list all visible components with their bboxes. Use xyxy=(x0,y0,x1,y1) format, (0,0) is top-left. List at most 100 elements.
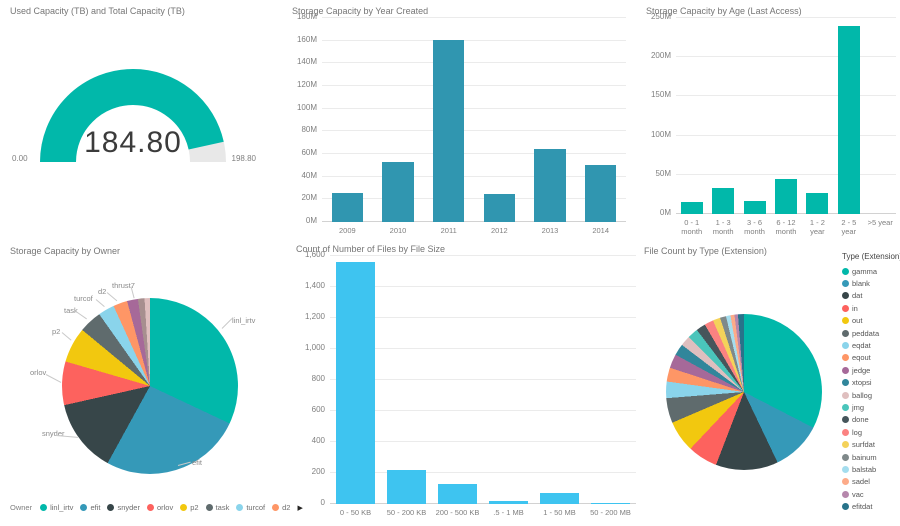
legend-dot xyxy=(842,329,849,337)
bar-200---500-KB[interactable] xyxy=(438,483,477,504)
legend-item-log[interactable]: log xyxy=(842,426,900,438)
legend-item-d2[interactable]: d2 xyxy=(272,503,290,512)
x-category-label: 50 - 200 MB xyxy=(590,508,631,517)
pie-slice-label: d2 xyxy=(98,287,107,296)
legend-item-dat[interactable]: dat xyxy=(842,290,900,302)
legend-label: ballog xyxy=(852,390,873,400)
pie-slice-label: linl_irtv xyxy=(232,316,256,325)
bar-50---200-KB[interactable] xyxy=(387,469,426,504)
bar-6---12-month[interactable] xyxy=(774,178,797,214)
file-size-bar-chart: 1,600 1,400 1,200 1,000 800 600 400 200 0 0 - 50 … xyxy=(296,251,636,520)
legend-dot xyxy=(842,403,849,411)
legend-label: d2 xyxy=(282,503,291,512)
plot-area xyxy=(322,17,626,222)
legend-item-peddata[interactable]: peddata xyxy=(842,327,900,339)
legend-item-done[interactable]: done xyxy=(842,414,900,426)
legend-label: xtopsi xyxy=(852,378,872,388)
legend-item-efit[interactable]: efit xyxy=(80,503,100,512)
gridline xyxy=(322,85,626,87)
legend-item-bainum[interactable]: bainum xyxy=(842,451,900,463)
x-category-label: 2009 xyxy=(338,226,356,235)
legend-item-in[interactable]: in xyxy=(842,302,900,314)
x-category-label: 2014 xyxy=(592,226,610,235)
legend-item-gamma[interactable]: gamma xyxy=(842,265,900,277)
gridline xyxy=(330,472,636,473)
legend-dot xyxy=(842,354,849,362)
legend-dot xyxy=(272,504,280,511)
legend-item-turcof[interactable]: turcof xyxy=(236,503,265,512)
legend-item-blank[interactable]: blank xyxy=(842,277,900,289)
bar-3---6-month[interactable] xyxy=(743,201,766,214)
legend-dot xyxy=(236,504,244,511)
bar-2---5-year[interactable] xyxy=(837,25,860,214)
gridline xyxy=(322,62,626,64)
legend-item-eqout[interactable]: eqout xyxy=(842,352,900,364)
legend-item-efitdat[interactable]: efitdat xyxy=(842,500,900,512)
legend-item-surfdat[interactable]: surfdat xyxy=(842,438,900,450)
legend-item-xtopsi[interactable]: xtopsi xyxy=(842,377,900,389)
legend-label: out xyxy=(852,316,863,326)
legend-dot xyxy=(842,503,849,511)
gridline xyxy=(676,134,896,136)
bar-2011[interactable] xyxy=(432,39,465,222)
legend-item-orlov[interactable]: orlov xyxy=(146,503,173,512)
legend-item-ballog[interactable]: ballog xyxy=(842,389,900,401)
type-pie[interactable] xyxy=(666,314,822,470)
owner-pie[interactable] xyxy=(62,298,238,474)
bar-0---50-KB[interactable] xyxy=(336,262,375,504)
owner-legend: Owner linl_irtv efit snyder orlov p2 task turco… xyxy=(10,503,303,512)
legend-item-sadel[interactable]: sadel xyxy=(842,476,900,488)
x-axis-labels: 0 - 1 month 1 - 3 month 3 - 6 month 6 - 12 mont… xyxy=(676,214,896,238)
legend-item-out[interactable]: out xyxy=(842,315,900,327)
y-tick-label: 0 xyxy=(320,498,325,507)
y-tick-label: 400 xyxy=(311,436,325,445)
y-axis: 250M 200M 150M 100M 50M 0M xyxy=(646,13,676,217)
legend-dot xyxy=(842,441,849,449)
legend-item-balstab[interactable]: balstab xyxy=(842,463,900,475)
legend-label: in xyxy=(852,303,858,313)
legend-item-linl_irtv[interactable]: linl_irtv xyxy=(40,503,73,512)
legend-item-snyder[interactable]: snyder xyxy=(107,503,140,512)
bar-2009[interactable] xyxy=(331,192,364,222)
bar-.5---1-MB[interactable] xyxy=(489,500,528,504)
bar-0---1-month[interactable] xyxy=(680,202,703,214)
legend-item-eqdat[interactable]: eqdat xyxy=(842,339,900,351)
x-category-label: 50 - 200 KB xyxy=(386,508,427,517)
bar-50---200-MB[interactable] xyxy=(591,502,630,504)
legend-item-p2[interactable]: p2 xyxy=(180,503,199,512)
bar-1---2-year[interactable] xyxy=(806,192,829,214)
gridline xyxy=(330,410,636,411)
legend-item-jmg[interactable]: jmg xyxy=(842,401,900,413)
legend-label: snyder xyxy=(117,503,140,512)
bar-2012[interactable] xyxy=(483,193,516,222)
age-bar-visual: Storage Capacity by Age (Last Access) 25… xyxy=(644,4,896,240)
x-category-label: 2 - 5 year xyxy=(841,218,857,236)
bar-2013[interactable] xyxy=(534,149,566,222)
file-size-bar-visual: Count of Number of Files by File Size 1,… xyxy=(294,242,638,524)
y-tick-label: 0M xyxy=(659,208,671,217)
label-leader-line xyxy=(61,332,72,341)
gridline xyxy=(322,39,626,41)
bar-1---50-MB[interactable] xyxy=(540,493,579,504)
legend-label: peddata xyxy=(852,328,880,338)
bar-2014[interactable] xyxy=(584,165,617,222)
bar-1---3-month[interactable] xyxy=(712,188,735,214)
legend-dot xyxy=(180,504,188,511)
gridline xyxy=(322,153,626,155)
legend-dot xyxy=(842,453,849,461)
legend-item-task[interactable]: task xyxy=(205,503,230,512)
y-tick-label: 150M xyxy=(650,90,671,100)
label-leader-line xyxy=(95,299,105,307)
gauge-arc[interactable] xyxy=(8,44,258,184)
legend-dot xyxy=(842,342,849,350)
legend-dot xyxy=(842,478,849,486)
legend-item-jedge[interactable]: jedge xyxy=(842,364,900,376)
x-category-label: 1 - 2 year xyxy=(809,218,825,236)
gauge-visual: Used Capacity (TB) and Total Capacity (T… xyxy=(8,4,284,240)
bar-2010[interactable] xyxy=(382,161,414,222)
legend-label: task xyxy=(215,503,230,512)
legend-scroll-right-icon[interactable]: ▶ xyxy=(297,504,303,512)
owner-legend-title: Owner xyxy=(10,503,33,512)
legend-item-vac[interactable]: vac xyxy=(842,488,900,500)
